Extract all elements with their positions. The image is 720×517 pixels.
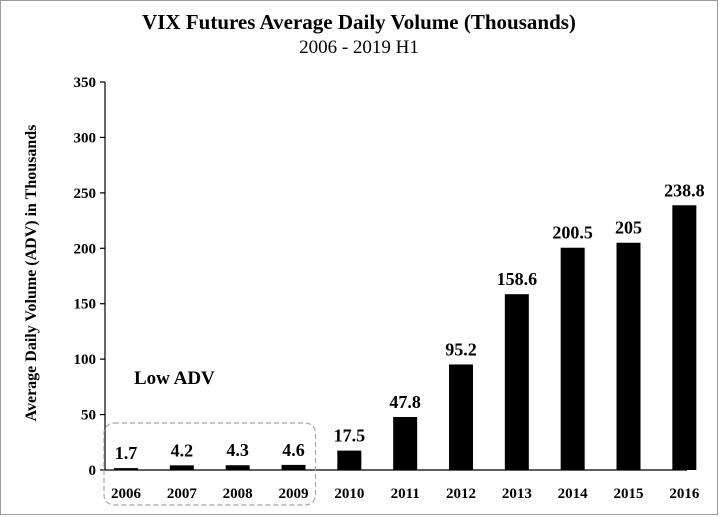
y-tick-label-100: 100 (74, 352, 97, 368)
bar-2010 (337, 450, 362, 470)
chart-subtitle: 2006 - 2019 H1 (299, 37, 419, 58)
bar-2013 (504, 294, 529, 470)
data-label-2010: 17.5 (334, 426, 366, 446)
data-label-2012: 95.2 (445, 339, 477, 359)
bar-2009 (281, 464, 306, 470)
x-tick-label-2012: 2012 (446, 486, 476, 502)
low-adv-annotation: Low ADV (134, 368, 215, 389)
x-tick-label-2006: 2006 (111, 486, 142, 502)
low-adv-highlight-box (103, 422, 317, 506)
bar-2012 (449, 364, 474, 470)
y-tick-label-200: 200 (74, 241, 97, 257)
x-tick-label-2010: 2010 (334, 486, 364, 502)
bar-2015 (616, 242, 641, 470)
data-label-2015: 205 (615, 218, 642, 238)
bar-2007 (169, 465, 194, 470)
chart-title: VIX Futures Average Daily Volume (Thousa… (142, 10, 576, 34)
bar-2014 (560, 247, 585, 470)
x-tick-label-2007: 2007 (167, 486, 198, 502)
y-tick-label-250: 250 (74, 186, 97, 202)
x-tick-label-2011: 2011 (391, 486, 420, 502)
y-tick-label-50: 50 (81, 408, 96, 424)
x-tick-label-2014: 2014 (558, 486, 589, 502)
data-label-2013: 158.6 (497, 269, 538, 289)
bar-2016 (672, 205, 697, 471)
bar-2008 (225, 465, 250, 470)
bar-2006 (114, 468, 138, 470)
y-tick-label-0: 0 (89, 463, 97, 479)
x-tick-label-2009: 2009 (279, 486, 309, 502)
data-label-2006: 1.7 (115, 443, 138, 463)
y-tick-label-350: 350 (74, 75, 97, 91)
data-label-2014: 200.5 (552, 223, 593, 243)
y-tick-label-300: 300 (74, 130, 97, 146)
data-label-2007: 4.2 (171, 440, 194, 460)
data-label-2016: 238.8 (664, 180, 705, 200)
x-tick-label-2016: 2016 (669, 486, 700, 502)
y-tick-label-150: 150 (74, 297, 97, 313)
x-tick-label-2015: 2015 (614, 486, 644, 502)
x-tick-label-2013: 2013 (502, 486, 532, 502)
bar-2011 (393, 417, 418, 470)
data-label-2008: 4.3 (226, 440, 249, 460)
data-label-2011: 47.8 (389, 392, 421, 412)
data-label-2009: 4.6 (282, 440, 305, 460)
x-tick-label-2008: 2008 (223, 486, 253, 502)
